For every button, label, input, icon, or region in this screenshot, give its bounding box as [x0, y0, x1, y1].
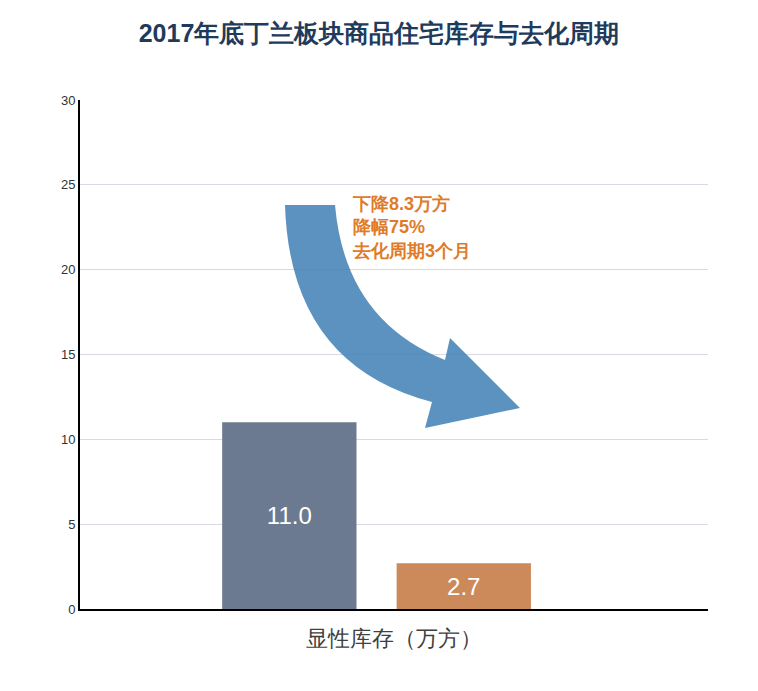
svg-text:15: 15	[61, 347, 75, 362]
svg-text:30: 30	[61, 93, 75, 108]
svg-text:2017年底丁兰板块商品住宅库存与去化周期: 2017年底丁兰板块商品住宅库存与去化周期	[139, 19, 620, 47]
svg-text:5: 5	[68, 517, 75, 532]
svg-text:0: 0	[68, 602, 75, 617]
svg-text:10: 10	[61, 432, 75, 447]
svg-text:11.0: 11.0	[267, 502, 312, 529]
svg-text:下降8.3万方降幅75%去化周期3个月: 下降8.3万方降幅75%去化周期3个月	[352, 194, 471, 261]
svg-text:25: 25	[61, 177, 75, 192]
svg-text:显性库存（万方）: 显性库存（万方）	[306, 626, 482, 651]
svg-text:20: 20	[61, 262, 75, 277]
svg-text:2.7: 2.7	[447, 573, 480, 600]
